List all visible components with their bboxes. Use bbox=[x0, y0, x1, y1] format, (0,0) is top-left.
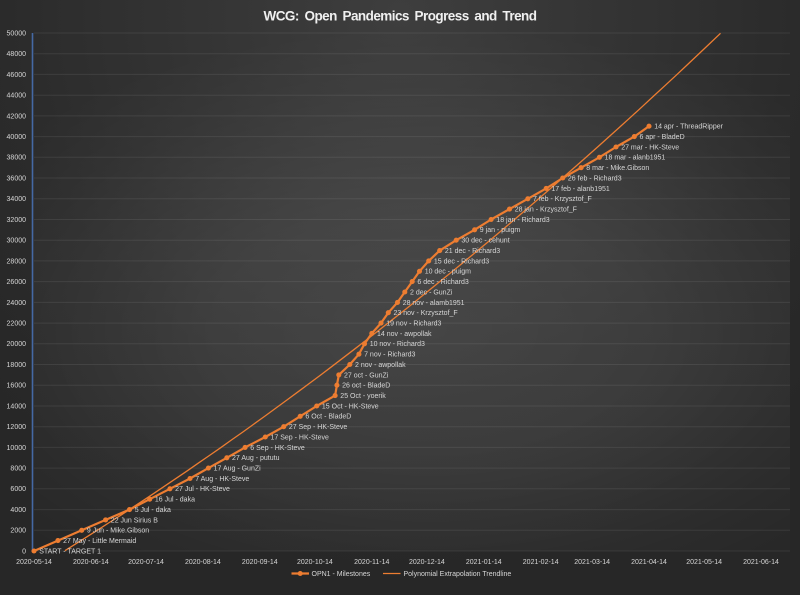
svg-text:24000: 24000 bbox=[7, 300, 27, 307]
svg-text:2021-05-14: 2021-05-14 bbox=[686, 559, 722, 566]
svg-text:23 nov - Krzysztof_F: 23 nov - Krzysztof_F bbox=[394, 310, 458, 317]
svg-text:14000: 14000 bbox=[7, 403, 27, 410]
svg-text:17 feb - alanb1951: 17 feb - alanb1951 bbox=[551, 186, 609, 193]
svg-text:2021-02-14: 2021-02-14 bbox=[523, 559, 559, 566]
svg-text:2021-04-14: 2021-04-14 bbox=[631, 559, 667, 566]
svg-text:27 Sep - HK-Steve: 27 Sep - HK-Steve bbox=[289, 424, 347, 431]
svg-text:40000: 40000 bbox=[7, 134, 27, 141]
svg-text:8 mar - Mike.Gibson: 8 mar - Mike.Gibson bbox=[586, 165, 649, 172]
svg-text:6 dec - Richard3: 6 dec - Richard3 bbox=[417, 279, 468, 286]
svg-text:2020-09-14: 2020-09-14 bbox=[242, 559, 278, 566]
svg-text:2020-12-14: 2020-12-14 bbox=[409, 559, 445, 566]
svg-text:46000: 46000 bbox=[7, 72, 27, 79]
svg-text:26000: 26000 bbox=[7, 279, 27, 286]
svg-text:17 Aug - GunZi: 17 Aug - GunZi bbox=[214, 466, 262, 473]
svg-text:19 nov - Richard3: 19 nov - Richard3 bbox=[386, 321, 441, 328]
svg-text:14 nov - awpollak: 14 nov - awpollak bbox=[377, 331, 432, 338]
svg-text:9 jan - puigm: 9 jan - puigm bbox=[480, 227, 521, 234]
svg-text:0: 0 bbox=[22, 548, 26, 555]
svg-text:10000: 10000 bbox=[7, 445, 27, 452]
svg-text:27 mar - HK-Steve: 27 mar - HK-Steve bbox=[621, 144, 679, 151]
svg-text:6 Sep - HK-Steve: 6 Sep - HK-Steve bbox=[250, 445, 305, 452]
svg-text:17 Sep - HK-Steve: 17 Sep - HK-Steve bbox=[271, 434, 329, 441]
svg-text:36000: 36000 bbox=[7, 175, 27, 182]
svg-text:50000: 50000 bbox=[7, 30, 27, 37]
svg-text:27 Aug - pututu: 27 Aug - pututu bbox=[232, 455, 280, 462]
svg-text:8000: 8000 bbox=[10, 466, 26, 473]
svg-text:14 apr - ThreadRipper: 14 apr - ThreadRipper bbox=[654, 124, 723, 131]
svg-text:10 dec - puigm: 10 dec - puigm bbox=[425, 269, 471, 276]
svg-text:34000: 34000 bbox=[7, 196, 27, 203]
svg-text:32000: 32000 bbox=[7, 217, 27, 224]
svg-text:38000: 38000 bbox=[7, 155, 27, 162]
svg-text:30000: 30000 bbox=[7, 238, 27, 245]
svg-text:26 oct - BladeD: 26 oct - BladeD bbox=[342, 383, 390, 390]
svg-text:28 nov - alamb1951: 28 nov - alamb1951 bbox=[403, 300, 465, 307]
svg-text:6 Oct - BladeD: 6 Oct - BladeD bbox=[305, 414, 351, 421]
svg-text:20000: 20000 bbox=[7, 341, 27, 348]
svg-text:48000: 48000 bbox=[7, 51, 27, 58]
svg-text:2 nov - awpollak: 2 nov - awpollak bbox=[355, 362, 406, 369]
svg-text:18000: 18000 bbox=[7, 362, 27, 369]
svg-text:10 nov - Richard3: 10 nov - Richard3 bbox=[370, 341, 425, 348]
svg-text:OPN1 - Milestones: OPN1 - Milestones bbox=[312, 571, 371, 578]
svg-text:26 feb - Richard3: 26 feb - Richard3 bbox=[568, 175, 622, 182]
svg-text:12000: 12000 bbox=[7, 424, 27, 431]
svg-text:7 nov - Richard3: 7 nov - Richard3 bbox=[364, 352, 415, 359]
svg-text:16 Jul - daka: 16 Jul - daka bbox=[155, 497, 195, 504]
svg-text:7 Aug - HK-Steve: 7 Aug - HK-Steve bbox=[195, 476, 249, 483]
svg-text:28 jan - Krzysztof_F: 28 jan - Krzysztof_F bbox=[515, 207, 577, 214]
svg-text:2020-10-14: 2020-10-14 bbox=[297, 559, 333, 566]
svg-text:6000: 6000 bbox=[10, 486, 26, 493]
svg-text:START - TARGET 1: START - TARGET 1 bbox=[39, 548, 101, 555]
svg-text:5 Jul - daka: 5 Jul - daka bbox=[135, 507, 171, 514]
svg-text:21 dec - Richard3: 21 dec - Richard3 bbox=[445, 248, 500, 255]
svg-text:22 Jun Sirius B: 22 Jun Sirius B bbox=[111, 517, 158, 524]
svg-text:2021-06-14: 2021-06-14 bbox=[743, 559, 779, 566]
svg-text:2021-01-14: 2021-01-14 bbox=[466, 559, 502, 566]
svg-text:25 Oct - yoerik: 25 Oct - yoerik bbox=[340, 393, 386, 400]
svg-text:7 feb - Krzysztof_F: 7 feb - Krzysztof_F bbox=[533, 196, 592, 203]
svg-text:2020-11-14: 2020-11-14 bbox=[354, 559, 389, 566]
svg-text:16000: 16000 bbox=[7, 383, 27, 390]
svg-text:2000: 2000 bbox=[10, 528, 26, 535]
svg-text:2020-07-14: 2020-07-14 bbox=[128, 559, 164, 566]
svg-text:15 dec - Richard3: 15 dec - Richard3 bbox=[434, 258, 489, 265]
svg-text:4000: 4000 bbox=[10, 507, 26, 514]
svg-text:42000: 42000 bbox=[7, 113, 27, 120]
svg-text:2020-06-14: 2020-06-14 bbox=[73, 559, 109, 566]
svg-text:18 jan - Richard3: 18 jan - Richard3 bbox=[496, 217, 549, 224]
svg-text:27 oct - GunZi: 27 oct - GunZi bbox=[344, 372, 389, 379]
svg-text:2020-05-14: 2020-05-14 bbox=[16, 559, 52, 566]
svg-text:2020-08-14: 2020-08-14 bbox=[185, 559, 221, 566]
svg-text:30 dec - cehunt: 30 dec - cehunt bbox=[461, 238, 509, 245]
svg-text:Polynomial Extrapolation Trend: Polynomial Extrapolation Trendline bbox=[404, 571, 512, 578]
svg-text:44000: 44000 bbox=[7, 93, 27, 100]
svg-text:18 mar - alanb1951: 18 mar - alanb1951 bbox=[605, 155, 666, 162]
svg-text:2021-03-14: 2021-03-14 bbox=[574, 559, 610, 566]
svg-text:27 May - Little Mermaid: 27 May - Little Mermaid bbox=[63, 538, 136, 545]
svg-text:6 apr - BladeD: 6 apr - BladeD bbox=[640, 134, 685, 141]
svg-text:27 Jul - HK-Steve: 27 Jul - HK-Steve bbox=[175, 486, 230, 493]
svg-text:2 dec - GunZi: 2 dec - GunZi bbox=[410, 289, 453, 296]
svg-text:15 Oct - HK-Steve: 15 Oct - HK-Steve bbox=[322, 403, 379, 410]
svg-text:22000: 22000 bbox=[7, 321, 27, 328]
svg-text:28000: 28000 bbox=[7, 258, 27, 265]
svg-text:9 Jun - Mike.Gibson: 9 Jun - Mike.Gibson bbox=[87, 528, 149, 535]
svg-text:WCG: Open Pandemics Progress a: WCG: Open Pandemics Progress and Trend bbox=[264, 8, 537, 23]
